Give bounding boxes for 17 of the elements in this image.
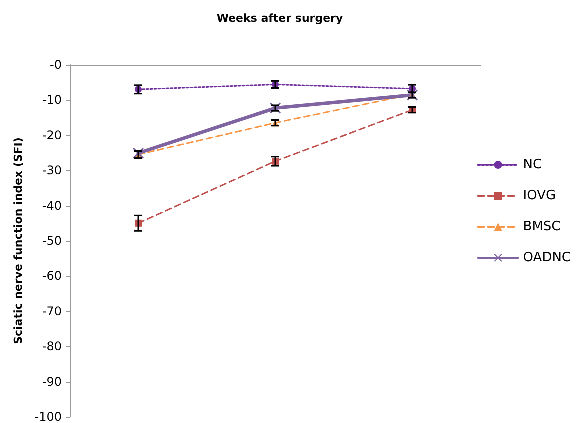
y-tick-label: -50 bbox=[42, 234, 62, 248]
y-tick-label: -40 bbox=[42, 198, 62, 213]
legend-label: IOVG bbox=[523, 188, 556, 204]
legend-label: NC bbox=[523, 158, 542, 172]
y-tick-label: -70 bbox=[42, 304, 62, 318]
legend-label: BMSC bbox=[523, 220, 561, 234]
y-tick-label: -100 bbox=[34, 410, 62, 423]
legend-label: OADNC bbox=[523, 250, 572, 266]
y-tick-label: -20 bbox=[42, 128, 62, 142]
y-tick-label: -10 bbox=[42, 93, 62, 108]
x-axis-title: Weeks after surgery bbox=[216, 12, 344, 25]
y-axis-title: Sciatic nerve function index (SFI) bbox=[12, 138, 25, 344]
y-tick-label: -90 bbox=[42, 374, 62, 389]
y-tick-label: -80 bbox=[42, 340, 62, 354]
y-tick-label: -60 bbox=[42, 269, 62, 284]
y-tick-label: -30 bbox=[42, 164, 62, 178]
y-tick-label: -0 bbox=[50, 58, 62, 72]
